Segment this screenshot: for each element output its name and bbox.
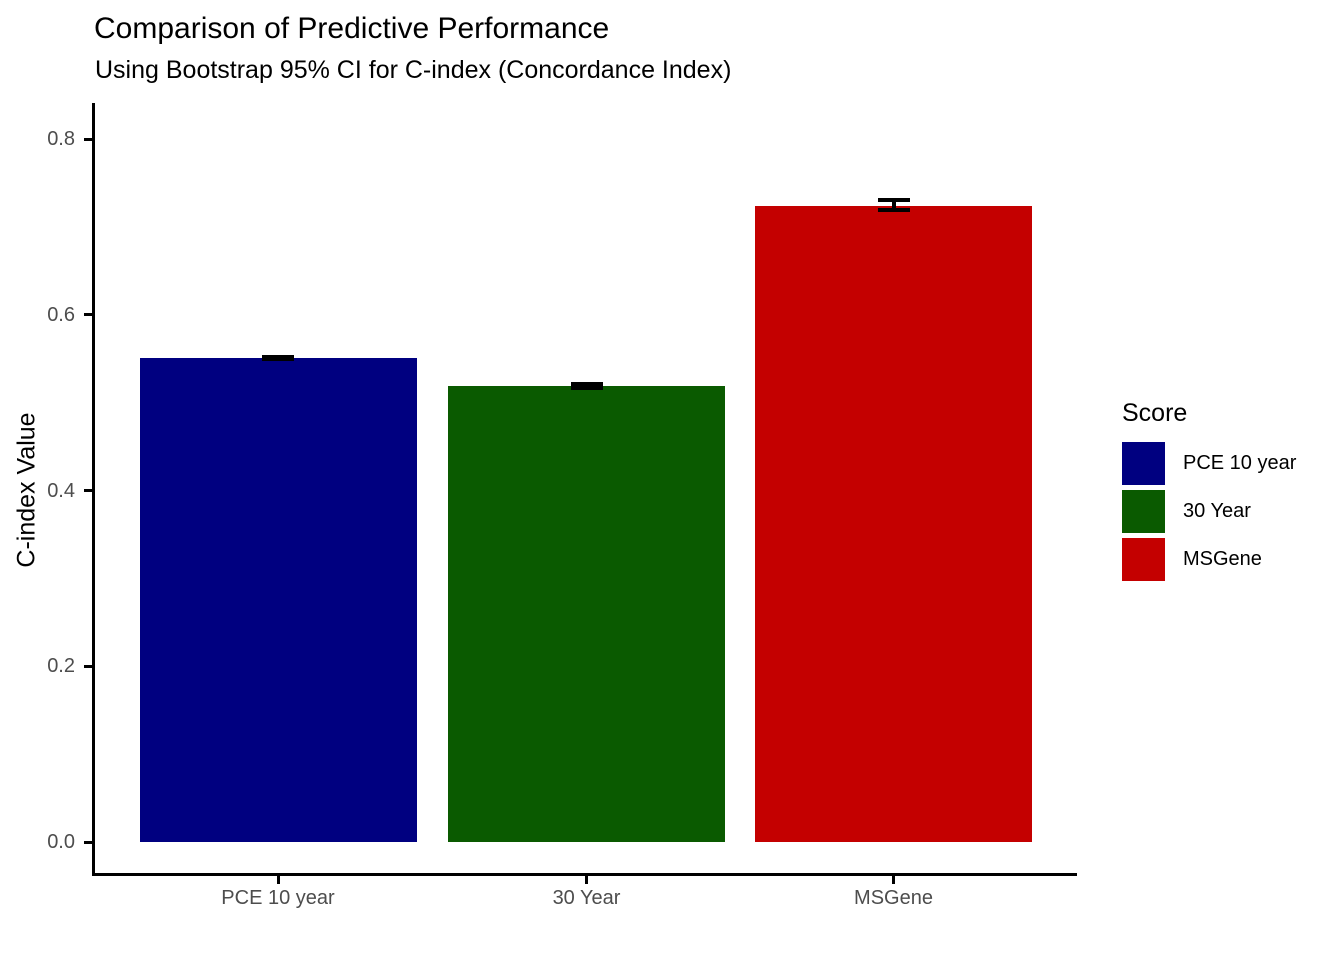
x-tick-label: MSGene: [854, 887, 933, 909]
y-axis-line: [92, 103, 95, 876]
x-tick-label: 30 Year: [552, 887, 621, 909]
legend-item-pce-10-year: PCE 10 year: [1122, 442, 1296, 485]
x-axis-line: [92, 873, 1077, 876]
y-axis-tick: [84, 489, 92, 492]
legend-item-30-year: 30 Year: [1122, 490, 1296, 533]
legend-swatch: [1122, 442, 1165, 485]
error-bar-stem-msgene: [891, 199, 896, 211]
legend-title: Score: [1122, 399, 1188, 427]
x-axis-tick: [585, 876, 588, 884]
chart-subtitle: Using Bootstrap 95% CI for C-index (Conc…: [95, 56, 732, 84]
legend-items: PCE 10 year 30 Year MSGene: [1122, 442, 1296, 581]
y-axis-tick: [84, 664, 92, 668]
y-tick-label: 0.2: [47, 655, 75, 678]
error-bar-cap-top-msgene: [877, 197, 910, 202]
bar-msgene: [755, 205, 1032, 842]
error-bar-cap-top-30-year: [570, 382, 603, 387]
y-tick-label: 0.6: [47, 303, 75, 326]
legend-item-label: 30 Year: [1183, 500, 1251, 522]
x-axis-tick: [276, 876, 280, 884]
bar-30-year: [448, 385, 725, 842]
y-tick-label: 0.4: [47, 479, 75, 502]
legend: Score PCE 10 year 30 Year MSGene: [1122, 398, 1296, 586]
legend-swatch: [1122, 538, 1165, 581]
legend-item-label: PCE 10 year: [1183, 452, 1297, 474]
error-bar-cap-bottom-pce-10-year: [262, 356, 294, 361]
error-bar-cap-bottom-30-year: [570, 385, 603, 390]
y-tick-label: 0.0: [47, 831, 75, 853]
error-bar-cap-bottom-msgene: [877, 208, 910, 213]
legend-item-label: MSGene: [1183, 548, 1262, 570]
bar-pce-10-year: [139, 357, 417, 842]
x-axis-tick: [892, 876, 895, 884]
y-tick-label: 0.8: [47, 128, 75, 150]
y-axis-tick: [84, 313, 92, 317]
chart-title: Comparison of Predictive Performance: [94, 12, 610, 45]
legend-swatch: [1122, 490, 1165, 533]
y-axis-tick: [84, 137, 92, 141]
legend-item-msgene: MSGene: [1122, 538, 1296, 581]
y-axis-tick: [84, 840, 92, 844]
x-tick-label: PCE 10 year: [221, 887, 335, 909]
